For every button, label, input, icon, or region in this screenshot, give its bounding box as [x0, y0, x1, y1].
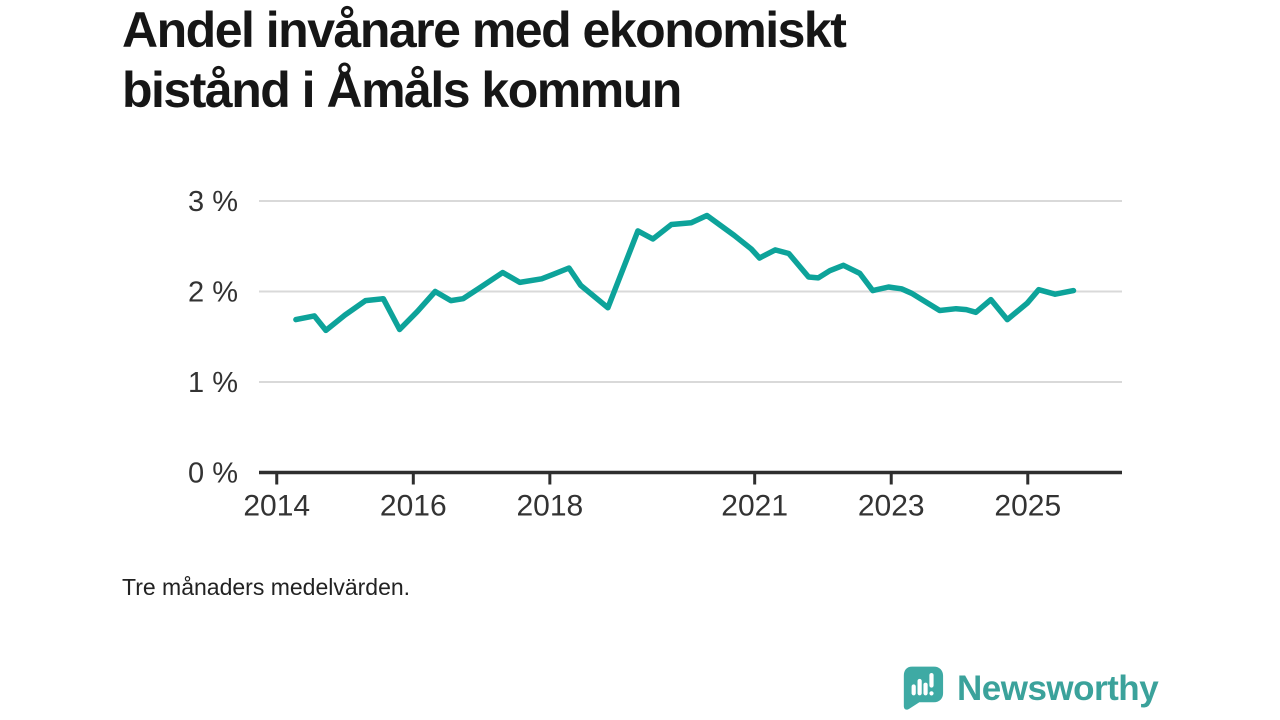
data-line: [293, 212, 1077, 334]
exclamation-bar: [929, 672, 934, 688]
newsworthy-logo: Newsworthy: [902, 665, 1159, 712]
newsworthy-logo-text: Newsworthy: [957, 668, 1159, 708]
x-axis-tick-label: 2023: [858, 490, 925, 523]
y-axis-tick-label: 0 %: [188, 458, 238, 490]
x-axis-tick-label: 2025: [994, 490, 1061, 523]
x-axis-tick-label: 2016: [380, 490, 447, 523]
newsworthy-logo-icon: [903, 666, 944, 710]
exclamation-dot: [929, 691, 934, 696]
bar-2: [917, 678, 922, 696]
chart-title-line-2: bistånd i Åmåls kommun: [122, 62, 682, 118]
y-axis-tick-label: 3 %: [188, 186, 238, 218]
chart-title-line-1: Andel invånare med ekonomiskt: [122, 2, 847, 58]
footnote: Tre månaders medelvärden.: [122, 574, 411, 600]
y-axis-tick-label: 1 %: [188, 367, 238, 399]
x-axis-tick-label: 2014: [243, 490, 310, 523]
bar-3: [923, 682, 928, 696]
chart-title: Andel invånare med ekonomiskt bistånd i …: [122, 0, 1022, 120]
x-axis-tick-label: 2021: [721, 490, 788, 523]
bar-1: [911, 684, 916, 696]
x-axis-tick-label: 2018: [516, 490, 583, 523]
y-axis-tick-label: 2 %: [188, 277, 238, 309]
